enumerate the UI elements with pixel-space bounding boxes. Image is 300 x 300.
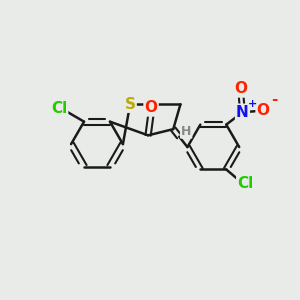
Text: -: - xyxy=(271,92,278,107)
Text: Cl: Cl xyxy=(237,176,254,190)
Text: S: S xyxy=(124,97,136,112)
Text: O: O xyxy=(145,100,158,116)
Text: Cl: Cl xyxy=(51,101,67,116)
Text: H: H xyxy=(181,125,191,138)
Text: N: N xyxy=(236,105,249,120)
Text: +: + xyxy=(248,99,257,109)
Text: O: O xyxy=(235,82,248,97)
Text: O: O xyxy=(256,103,270,118)
